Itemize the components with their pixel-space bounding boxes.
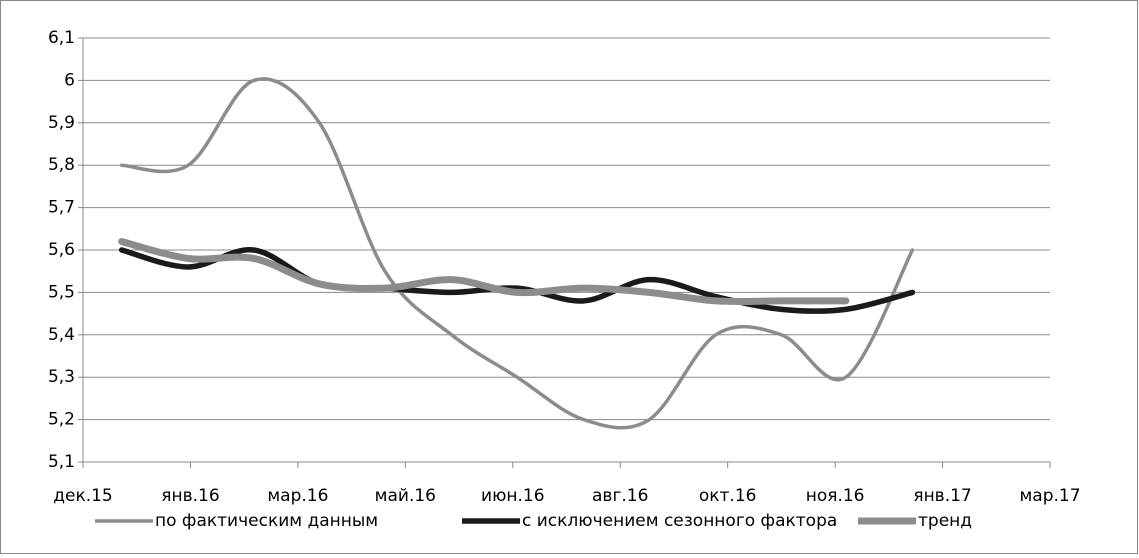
series-line: [118, 238, 850, 306]
y-tick-label: 5,8: [48, 155, 75, 175]
y-tick-label: 5,1: [48, 452, 75, 472]
y-tick-label: 5,3: [48, 367, 75, 387]
x-tick-label: авг.16: [592, 486, 648, 506]
x-tick-label: дек.15: [53, 486, 113, 506]
x-tick-label: май.16: [375, 486, 436, 506]
y-tick-label: 5,7: [48, 198, 75, 218]
y-tick-label: 5,6: [48, 240, 75, 260]
series-line: [118, 247, 916, 314]
legend-label: с исключением сезонного фактора: [522, 511, 837, 531]
legend-label: тренд: [918, 511, 972, 531]
legend-label: по фактическим данным: [155, 511, 378, 531]
y-tick-label: 6,1: [48, 28, 75, 48]
x-tick-label: окт.16: [699, 486, 757, 506]
y-tick-label: 5,4: [48, 325, 75, 345]
x-tick-label: мар.16: [267, 486, 328, 506]
y-tick-label: 5,9: [48, 113, 75, 133]
x-tick-label: янв.17: [913, 486, 971, 506]
y-tick-label: 5,5: [48, 282, 75, 302]
y-tick-label: 6: [64, 70, 75, 90]
x-tick-label: мар.17: [1019, 486, 1080, 506]
y-tick-label: 5,2: [48, 410, 75, 430]
x-tick-label: ноя.16: [806, 486, 865, 506]
x-tick-label: июн.16: [481, 486, 545, 506]
series-line: [119, 77, 915, 430]
x-tick-label: янв.16: [161, 486, 219, 506]
